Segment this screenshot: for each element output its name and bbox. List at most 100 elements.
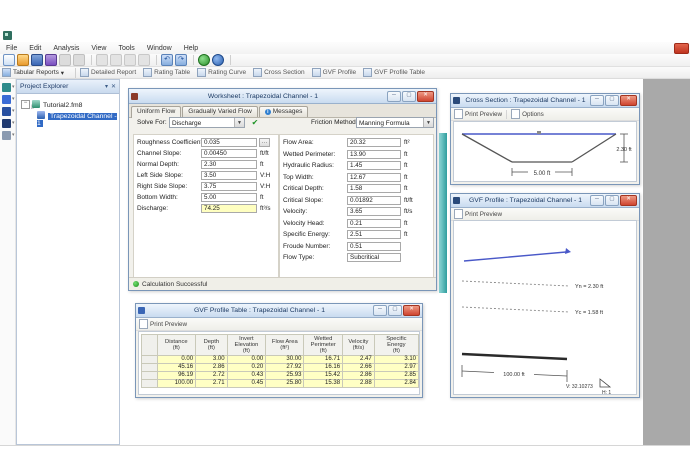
wetted-perimeter-field[interactable]: 13.90 bbox=[347, 149, 401, 159]
cut-icon[interactable] bbox=[96, 54, 108, 66]
close-button[interactable]: ✕ bbox=[620, 195, 637, 206]
menu-window[interactable]: Window bbox=[146, 44, 172, 52]
specific-energy-field[interactable]: 2.51 bbox=[347, 230, 401, 239]
contacts-icon[interactable] bbox=[45, 54, 57, 66]
gvf-profile-table-button[interactable]: GVF Profile Table bbox=[363, 68, 425, 77]
tree-worksheet-item[interactable]: Trapezoidal Channel - 1 bbox=[37, 111, 117, 127]
print-preview-button[interactable]: Print Preview bbox=[150, 320, 188, 328]
new-file-icon[interactable] bbox=[3, 54, 15, 66]
maximize-button[interactable]: ▢ bbox=[605, 195, 619, 206]
cross-section-titlebar[interactable]: Cross Section : Trapezoidal Channel - 1 … bbox=[451, 94, 639, 108]
top-width-field[interactable]: 12.67 bbox=[347, 172, 401, 182]
print-preview-button[interactable]: Print Preview bbox=[465, 210, 503, 218]
friction-method-select[interactable]: Manning Formula ▼ bbox=[356, 117, 434, 128]
normal-depth-input[interactable]: 2.30 bbox=[201, 160, 257, 169]
open-file-icon[interactable] bbox=[17, 54, 29, 66]
menu-view[interactable]: View bbox=[91, 44, 107, 52]
tab-messages[interactable]: i Messages bbox=[258, 106, 309, 117]
channel-slope-input[interactable]: 0.00450 bbox=[201, 149, 257, 158]
unit-label: ft³/s bbox=[260, 205, 271, 212]
right-side-slope-input[interactable]: 3.75 bbox=[201, 182, 257, 191]
browse-button[interactable]: … bbox=[259, 138, 270, 147]
calculate-button[interactable]: ✔ bbox=[251, 118, 259, 127]
rating-table-button[interactable]: Rating Table bbox=[143, 68, 190, 77]
tab-gradually-varied-flow[interactable]: Gradually Varied Flow bbox=[182, 106, 258, 117]
gvf-profile-window: GVF Profile : Trapezoidal Channel - 1 ─ … bbox=[450, 193, 640, 398]
close-button[interactable]: ✕ bbox=[620, 95, 637, 106]
flow-type-field[interactable]: Subcritical bbox=[347, 253, 401, 262]
result-label: Velocity Head: bbox=[283, 219, 325, 227]
bottom-width-input[interactable]: 5.00 bbox=[201, 193, 257, 202]
left-side-slope-input[interactable]: 3.50 bbox=[201, 171, 257, 180]
paste-icon[interactable] bbox=[124, 54, 136, 66]
delete-icon[interactable] bbox=[138, 54, 150, 66]
table-row: 100.00 2.71 0.45 25.80 15.38 2.88 2.84 bbox=[141, 379, 419, 388]
velocity-head-field[interactable]: 0.21 bbox=[347, 218, 401, 228]
print-preview-button[interactable]: Print Preview bbox=[465, 110, 503, 118]
pin-icon[interactable]: ▾ bbox=[104, 83, 108, 90]
desktop-shortcut-icon[interactable] bbox=[3, 31, 12, 40]
froude-number-field[interactable]: 0.51 bbox=[347, 241, 401, 251]
minimize-button[interactable]: ─ bbox=[387, 90, 401, 102]
close-button[interactable]: ✕ bbox=[403, 305, 420, 316]
solve-for-select[interactable]: Discharge ▼ bbox=[169, 117, 245, 128]
detailed-report-button[interactable]: Detailed Report bbox=[79, 68, 136, 77]
row-selector[interactable] bbox=[141, 355, 158, 364]
globe-green-icon[interactable] bbox=[198, 54, 210, 66]
cross-section-button[interactable]: Cross Section bbox=[253, 68, 305, 77]
gvf-table-titlebar[interactable]: GVF Profile Table : Trapezoidal Channel … bbox=[136, 304, 422, 318]
gvf-profile-button[interactable]: GVF Profile bbox=[311, 68, 356, 77]
strip-icon-3[interactable] bbox=[2, 107, 15, 116]
redo-icon[interactable]: ↷ bbox=[175, 54, 187, 66]
gvf-profile-titlebar[interactable]: GVF Profile : Trapezoidal Channel - 1 ─ … bbox=[451, 194, 639, 208]
copy-icon[interactable] bbox=[110, 54, 122, 66]
undo-icon[interactable]: ↶ bbox=[161, 54, 173, 66]
flow-area-field[interactable]: 20.32 bbox=[347, 138, 401, 147]
unit-label: ft bbox=[404, 173, 408, 181]
toolbar-separator bbox=[156, 55, 157, 65]
options-button[interactable]: Options bbox=[522, 110, 544, 118]
tab-uniform-flow[interactable]: Uniform Flow bbox=[131, 106, 182, 118]
rating-curve-button[interactable]: Rating Curve bbox=[197, 68, 246, 77]
result-label: Critical Slope: bbox=[283, 196, 324, 204]
maximize-button[interactable]: ▢ bbox=[388, 305, 402, 316]
worksheet-titlebar[interactable]: Worksheet : Trapezoidal Channel - 1 ─ ▢ … bbox=[129, 89, 436, 104]
menu-edit[interactable]: Edit bbox=[29, 44, 42, 52]
print-icon[interactable] bbox=[59, 54, 71, 66]
menu-help[interactable]: Help bbox=[183, 44, 199, 52]
menu-file[interactable]: File bbox=[6, 44, 18, 52]
critical-slope-field[interactable]: 0.01892 bbox=[347, 195, 401, 205]
minimize-button[interactable]: ─ bbox=[373, 305, 387, 316]
app-close-button[interactable] bbox=[674, 43, 689, 54]
velocity-field[interactable]: 3.65 bbox=[347, 207, 401, 216]
project-explorer-header[interactable]: Project Explorer ▾ ✕ bbox=[17, 80, 119, 94]
save-icon[interactable] bbox=[31, 54, 43, 66]
maximize-button[interactable]: ▢ bbox=[605, 95, 619, 106]
close-button[interactable]: ✕ bbox=[417, 90, 434, 102]
close-icon[interactable]: ✕ bbox=[110, 83, 116, 90]
print-preview-icon[interactable] bbox=[73, 54, 85, 66]
mdi-background bbox=[643, 79, 690, 445]
gvf-profile-title: GVF Profile : Trapezoidal Channel - 1 bbox=[469, 197, 582, 204]
strip-icon-1[interactable] bbox=[2, 83, 15, 92]
menu-analysis[interactable]: Analysis bbox=[53, 44, 80, 52]
strip-icon-4[interactable] bbox=[2, 119, 15, 128]
critical-depth-field[interactable]: 1.58 bbox=[347, 184, 401, 193]
globe-blue-icon[interactable] bbox=[212, 54, 224, 66]
minimize-button[interactable]: ─ bbox=[590, 95, 604, 106]
roughness-input[interactable]: 0.035 bbox=[201, 138, 257, 147]
strip-icon-5[interactable] bbox=[2, 131, 15, 140]
menu-tools[interactable]: Tools bbox=[118, 44, 135, 52]
tree-expander[interactable]: − bbox=[21, 100, 30, 109]
tree-root-item[interactable]: Tutorial2.fm8 bbox=[32, 100, 82, 109]
row-selector[interactable] bbox=[141, 371, 158, 380]
maximize-button[interactable]: ▢ bbox=[402, 90, 416, 102]
strip-icon-2[interactable] bbox=[2, 95, 15, 104]
unit-label: V:H bbox=[260, 172, 271, 179]
row-selector[interactable] bbox=[141, 363, 158, 372]
tabular-reports-button[interactable]: Tabular Reports ▾ bbox=[2, 68, 64, 77]
row-selector[interactable] bbox=[141, 379, 158, 388]
minimize-button[interactable]: ─ bbox=[590, 195, 604, 206]
hydraulic-radius-field[interactable]: 1.45 bbox=[347, 161, 401, 170]
discharge-input[interactable]: 74.25 bbox=[201, 204, 257, 213]
